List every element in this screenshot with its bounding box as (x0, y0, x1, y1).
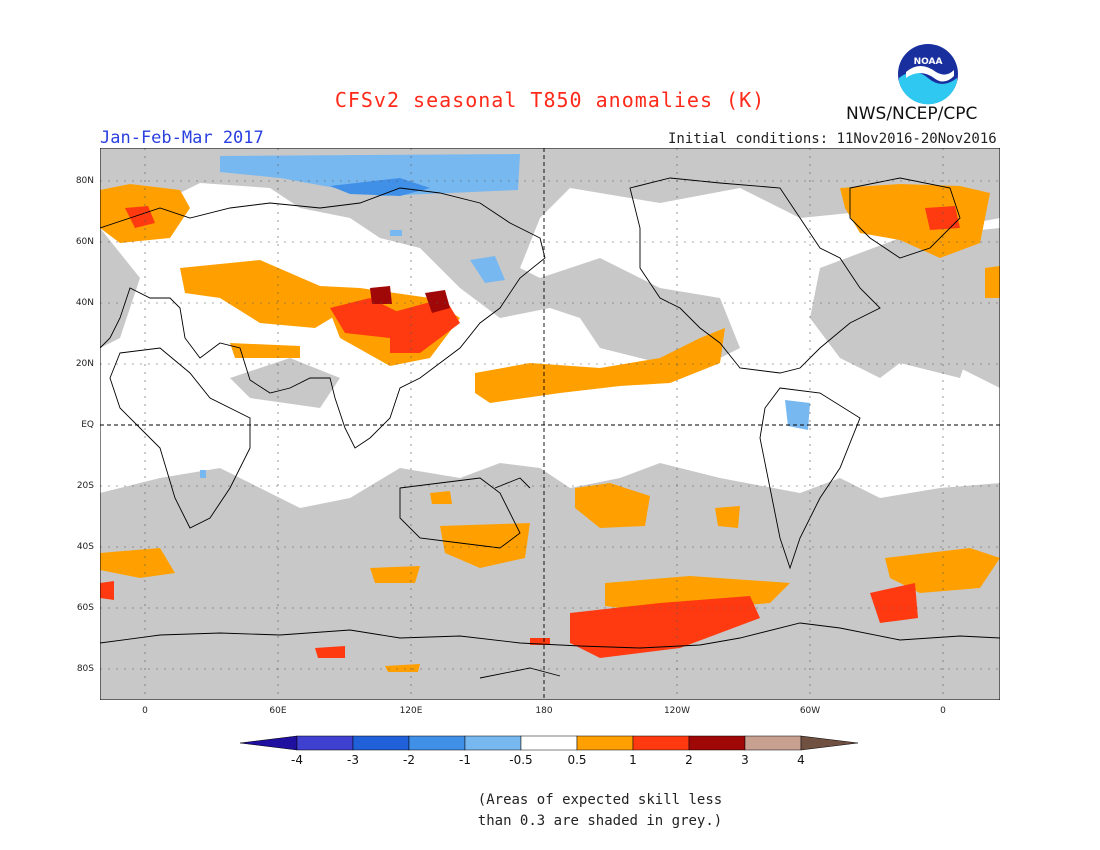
initial-conditions: Initial conditions: 11Nov2016-20Nov2016 (668, 131, 997, 147)
colorbar-segment (520, 735, 578, 751)
forecast-period: Jan-Feb-Mar 2017 (100, 128, 264, 148)
colorbar-max-arrow (800, 735, 859, 751)
lon-label: 60W (799, 706, 821, 716)
negative-anomalies (200, 154, 810, 478)
graticule (100, 148, 1000, 700)
colorbar-segment (296, 735, 354, 751)
lat-label: 40N (75, 298, 94, 308)
footnote-line-2: than 0.3 are shaded in grey.) (477, 813, 723, 829)
lat-label: 80S (76, 664, 94, 674)
colorbar-segment (744, 735, 802, 751)
colorbar-segment (352, 735, 410, 751)
colorbar-segment (576, 735, 634, 751)
anomaly-map (100, 148, 1000, 700)
positive-anomalies (100, 184, 1000, 672)
lat-label: 60S (76, 603, 94, 613)
low-skill-mask (100, 148, 1000, 700)
footnote-line-1: (Areas of expected skill less (477, 792, 723, 808)
lon-label: 0 (940, 706, 946, 716)
colorbar-min-arrow (240, 735, 298, 751)
lat-label: 20S (76, 481, 94, 491)
colorbar (240, 735, 859, 751)
colorbar-tick-label: -2 (403, 753, 415, 767)
colorbar-tick-label: 2 (685, 753, 693, 767)
noaa-logo-text: NOAA (914, 57, 943, 67)
colorbar-tick-label: -4 (291, 753, 303, 767)
chart-title: CFSv2 seasonal T850 anomalies (K) (334, 88, 766, 112)
lat-label: 60N (75, 237, 94, 247)
agency-label: NWS/NCEP/CPC (846, 104, 978, 124)
colorbar-segment (408, 735, 466, 751)
lon-label: 120E (399, 706, 423, 716)
colorbar-tick-label: -3 (347, 753, 359, 767)
lat-label: 80N (75, 176, 94, 186)
lat-label: 40S (76, 542, 94, 552)
colorbar-segment (688, 735, 746, 751)
lon-label: 60E (269, 706, 287, 716)
colorbar-segment (464, 735, 522, 751)
colorbar-tick-label: -1 (459, 753, 471, 767)
lat-label: 20N (75, 359, 94, 369)
lon-label: 180 (535, 706, 553, 716)
noaa-logo: NOAA (898, 44, 958, 105)
lon-label: 120W (663, 706, 691, 716)
colorbar-tick-label: 0.5 (567, 753, 587, 767)
colorbar-tick-label: 1 (629, 753, 637, 767)
colorbar-tick-label: 3 (741, 753, 749, 767)
colorbar-tick-label: 4 (797, 753, 805, 767)
lat-label: EQ (81, 420, 94, 430)
lon-label: 0 (142, 706, 148, 716)
colorbar-tick-label: -0.5 (509, 753, 533, 767)
colorbar-segment (632, 735, 690, 751)
coastlines (100, 177, 1000, 679)
skill-footnote: (Areas of expected skill less than 0.3 a… (470, 790, 730, 832)
